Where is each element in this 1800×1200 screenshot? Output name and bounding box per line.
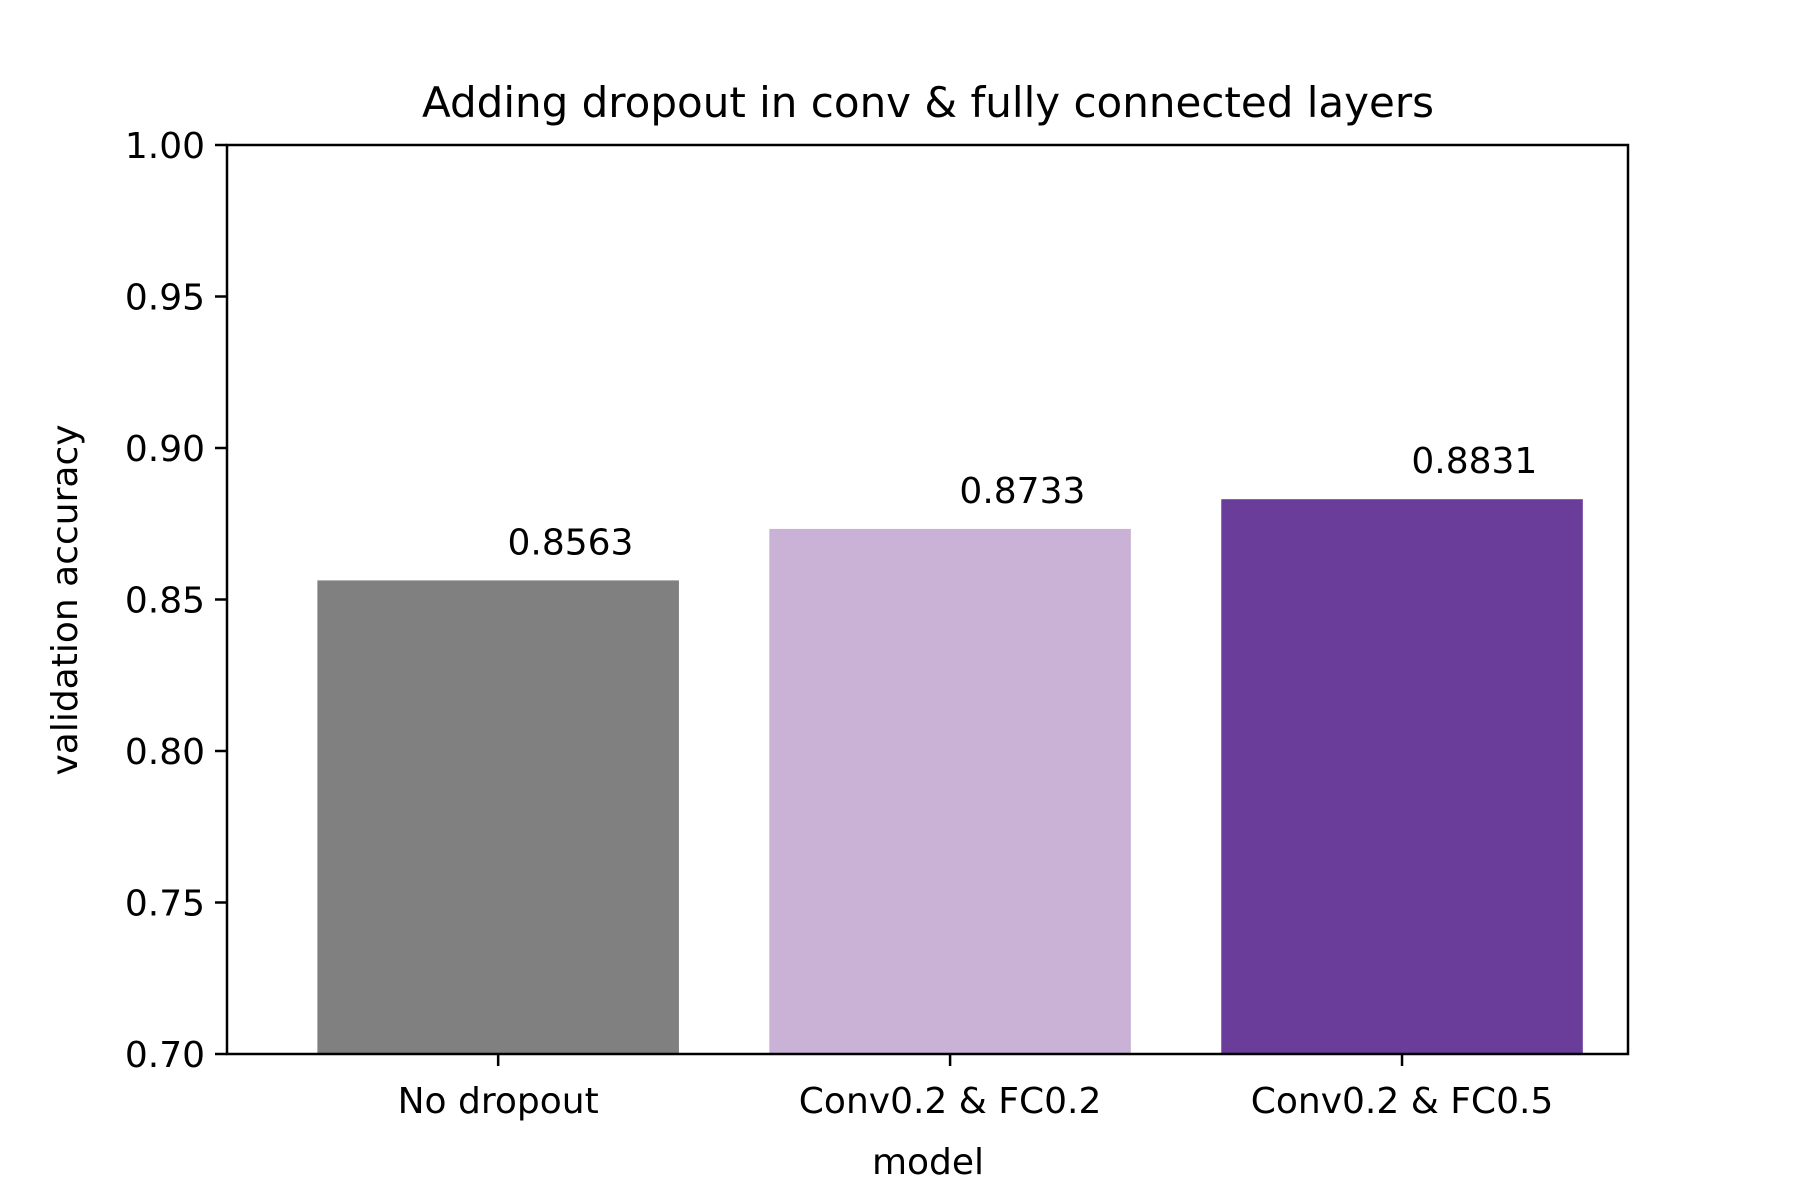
y-tick-label-3: 0.85 [125, 581, 205, 622]
y-axis: 0.70 0.75 0.80 0.85 0.90 0.95 1.00 [125, 126, 227, 1076]
y-tick-label-0: 0.70 [125, 1035, 205, 1076]
bar-2 [1221, 499, 1583, 1054]
y-tick-label-4: 0.90 [125, 429, 205, 470]
x-tick-label-2: Conv0.2 & FC0.5 [1251, 1081, 1554, 1122]
bar-0 [317, 580, 679, 1054]
value-labels-layer: 0.8563 0.8733 0.8831 [507, 441, 1537, 563]
y-tick-label-1: 0.75 [125, 884, 205, 925]
x-tick-label-0: No dropout [398, 1081, 599, 1122]
plot-frame [225, 143, 1630, 1056]
x-axis: No dropout Conv0.2 & FC0.2 Conv0.2 & FC0.5 [398, 1054, 1554, 1122]
y-tick-label-2: 0.80 [125, 732, 205, 773]
bar-1 [769, 528, 1131, 1054]
bar-value-label-1: 0.8733 [959, 471, 1085, 512]
x-axis-label: model [872, 1142, 984, 1183]
bar-value-label-2: 0.8831 [1411, 441, 1537, 482]
bar-value-label-0: 0.8563 [507, 522, 633, 563]
y-tick-label-5: 0.95 [125, 278, 205, 319]
x-tick-label-1: Conv0.2 & FC0.2 [799, 1081, 1102, 1122]
y-tick-label-6: 1.00 [125, 126, 205, 167]
y-axis-label: validation accuracy [45, 424, 86, 775]
chart-title: Adding dropout in conv & fully connected… [422, 78, 1434, 127]
bars-layer [317, 499, 1583, 1054]
